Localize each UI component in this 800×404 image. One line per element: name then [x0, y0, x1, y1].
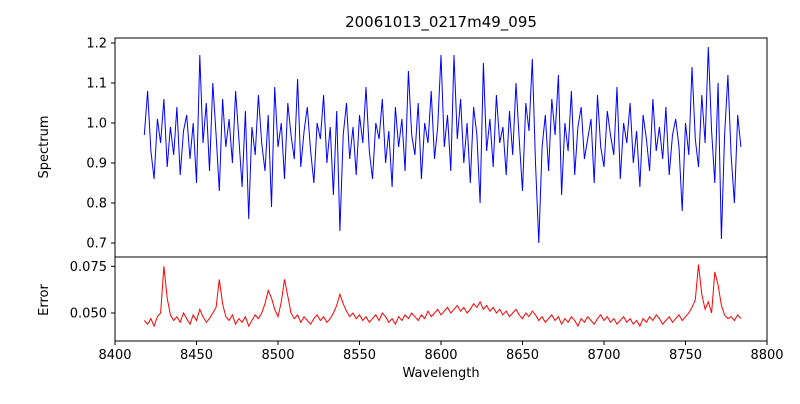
xaxis-label: Wavelength: [402, 366, 479, 381]
spectrum-ytick-label: 0.9: [86, 157, 107, 172]
yaxis-label-spectrum: Spectrum: [37, 116, 52, 179]
spectrum-line: [143, 46, 742, 244]
xtick-label: 8550: [343, 348, 376, 363]
error-ytick-label: 0.075: [70, 260, 107, 275]
spectrum-ytick-label: 1.1: [86, 77, 107, 92]
xtick-label: 8400: [98, 348, 131, 363]
xtick-label: 8750: [669, 348, 702, 363]
error-panel-border: [114, 256, 768, 342]
xtick-label: 8650: [506, 348, 539, 363]
spectrum-ytick-label: 1.0: [86, 117, 107, 132]
spectrum-panel-border: [114, 37, 768, 258]
spectrum-ytick-label: 1.2: [86, 37, 107, 52]
xtick-label: 8500: [261, 348, 294, 363]
spectrum-ytick-label: 0.8: [86, 197, 107, 212]
chart-title: 20061013_0217m49_095: [345, 13, 537, 32]
xtick-label: 8700: [587, 348, 620, 363]
xtick-label: 8600: [424, 348, 457, 363]
xtick-label: 8800: [750, 348, 783, 363]
error-line: [143, 264, 742, 328]
xtick-label: 8450: [180, 348, 213, 363]
yaxis-label-error: Error: [37, 284, 52, 316]
plot-dynamic-layer: 0.7 0.8 0.9 1.0 1.1 1.2 0.050 0.075 8400 8450 8500…: [70, 37, 784, 364]
error-ytick-label: 0.050: [70, 307, 107, 322]
spectrum-ytick-label: 0.7: [86, 237, 107, 252]
